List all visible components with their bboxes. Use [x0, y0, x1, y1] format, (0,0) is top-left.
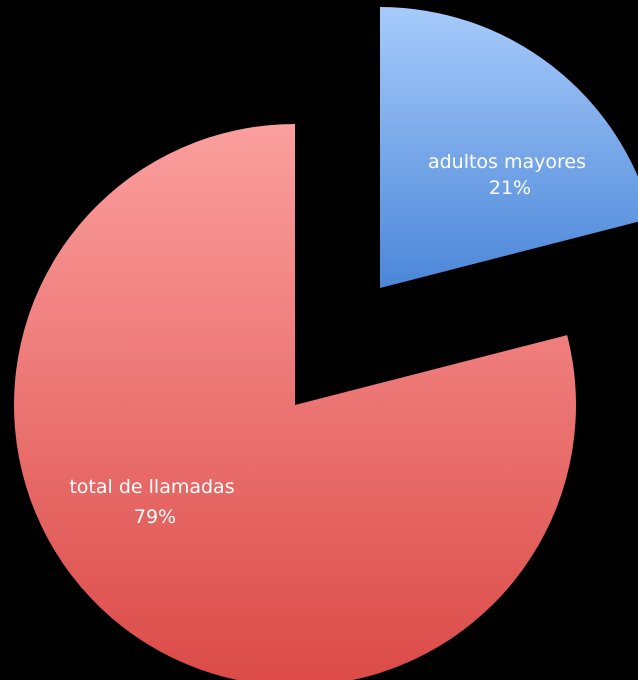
slice-adultos-mayores — [380, 7, 638, 288]
slice-label-adultos-mayores: adultos mayores 21% — [428, 151, 592, 199]
slice-label-total-de-llamadas: total de llamadas 79% — [69, 476, 240, 528]
slice-percent-total-de-llamadas: 79% — [134, 506, 176, 528]
pie-slice-adultos-mayores: adultos mayores 21% — [380, 7, 638, 288]
slice-name-total-de-llamadas: total de llamadas — [69, 476, 234, 498]
slice-percent-adultos-mayores: 21% — [489, 177, 531, 199]
pie-slice-total-de-llamadas: total de llamadas 79% — [14, 124, 576, 680]
slice-total-de-llamadas — [14, 124, 576, 680]
slice-name-adultos-mayores: adultos mayores — [428, 151, 586, 173]
